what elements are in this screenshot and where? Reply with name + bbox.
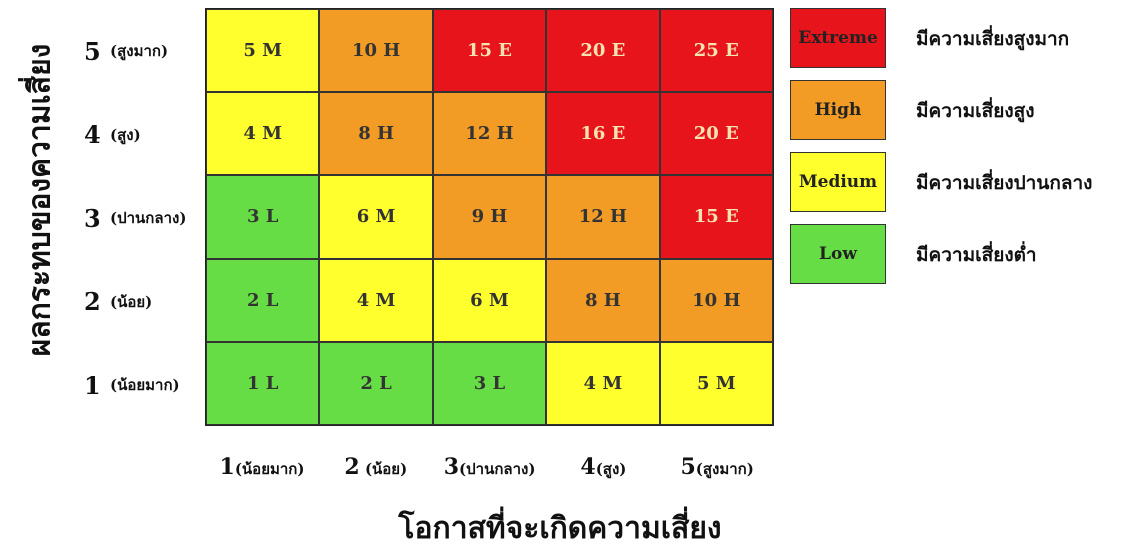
risk-cell: 8 H <box>546 258 660 342</box>
column-label: 5(สูงมาก) <box>660 454 774 481</box>
row-label-description: (น้อย) <box>110 292 153 311</box>
column-label: 3(ปานกลาง) <box>433 454 547 481</box>
column-label-description: (สูงมาก) <box>695 460 754 478</box>
risk-cell: 4 M <box>319 258 433 342</box>
row-label-number: 1 <box>84 370 101 400</box>
row-label: 2 (น้อย) <box>84 287 152 317</box>
risk-cell: 20 E <box>659 92 773 176</box>
risk-cell: 20 E <box>546 9 660 93</box>
risk-cell: 2 L <box>319 341 433 425</box>
risk-cell: 9 H <box>432 175 547 259</box>
y-axis-title: ผลกระทบของความเสี่ยง <box>22 43 58 357</box>
legend-description: มีความเสี่ยงต่ำ <box>916 244 1037 266</box>
legend-swatch-extreme: Extreme <box>790 8 886 68</box>
risk-cell: 16 E <box>546 92 660 176</box>
column-label-number: 3 <box>443 454 460 480</box>
column-label-number: 4 <box>580 454 596 480</box>
column-label-number: 1 <box>219 454 235 480</box>
risk-cell: 3 L <box>206 175 320 259</box>
risk-cell: 5 M <box>206 9 320 93</box>
risk-cell: 25 E <box>659 9 773 93</box>
row-label: 1 (น้อยมาก) <box>84 370 180 400</box>
risk-cell: 4 M <box>206 92 320 176</box>
column-label: 2 (น้อย) <box>319 454 433 481</box>
row-label-number: 3 <box>84 203 101 233</box>
risk-cell: 10 H <box>319 9 433 93</box>
risk-cell: 1 L <box>206 341 320 425</box>
risk-cell: 8 H <box>319 92 433 176</box>
risk-cell: 6 M <box>319 175 433 259</box>
row-label: 4 (สูง) <box>84 120 141 150</box>
column-label: 4(สูง) <box>546 454 660 481</box>
row-label-description: (น้อยมาก) <box>110 376 180 395</box>
risk-cell: 12 H <box>546 175 660 259</box>
row-label-description: (สูงมาก) <box>110 42 169 60</box>
legend-swatch-medium: Medium <box>790 152 886 212</box>
column-label-description: (น้อย) <box>359 460 408 478</box>
row-label-description: (สูง) <box>110 125 141 144</box>
risk-cell: 2 L <box>206 258 320 342</box>
x-axis-title: โอกาสที่จะเกิดความเสี่ยง <box>398 511 722 546</box>
risk-cell: 3 L <box>432 341 547 425</box>
risk-cell: 4 M <box>546 341 660 425</box>
risk-cell: 15 E <box>659 175 773 259</box>
risk-cell: 12 H <box>432 92 547 176</box>
column-label-description: (สูง) <box>595 460 627 478</box>
risk-cell: 10 H <box>659 258 773 342</box>
legend-swatch-high: High <box>790 80 886 140</box>
legend-description: มีความเสี่ยงสูง <box>916 100 1035 122</box>
column-label-number: 2 <box>344 454 360 480</box>
row-label: 5 (สูงมาก) <box>84 36 168 66</box>
row-label-description: (ปานกลาง) <box>110 209 187 228</box>
legend-description: มีความเสี่ยงสูงมาก <box>916 28 1070 50</box>
column-label-description: (ปานกลาง) <box>459 460 536 478</box>
risk-cell: 15 E <box>432 9 547 93</box>
legend-description: มีความเสี่ยงปานกลาง <box>916 172 1093 194</box>
row-label-number: 5 <box>84 36 101 66</box>
risk-cell: 5 M <box>659 341 773 425</box>
row-label: 3 (ปานกลาง) <box>84 203 186 233</box>
column-label: 1(น้อยมาก) <box>205 454 319 481</box>
row-label-number: 4 <box>84 120 101 150</box>
column-label-description: (น้อยมาก) <box>234 460 305 478</box>
legend-swatch-low: Low <box>790 224 886 284</box>
column-label-number: 5 <box>680 454 696 480</box>
risk-cell: 6 M <box>432 258 547 342</box>
row-label-number: 2 <box>84 287 101 317</box>
